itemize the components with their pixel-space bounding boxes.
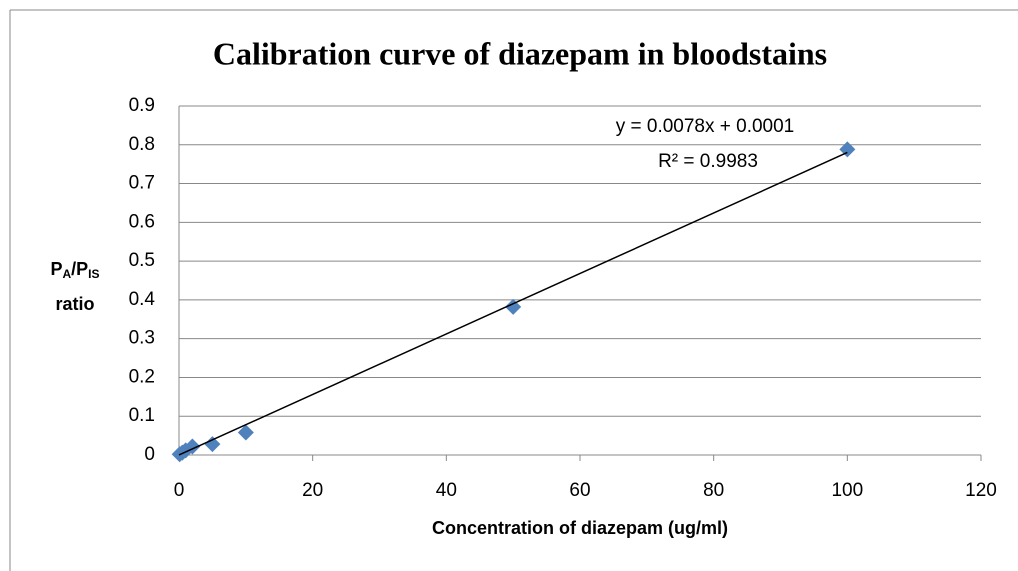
r-squared: R² = 0.9983 [658, 151, 758, 172]
y-tick-label: 0.5 [129, 250, 155, 271]
marker [237, 424, 254, 441]
marker [839, 141, 856, 158]
y-tick-label: 0.2 [129, 366, 155, 387]
y-axis-label-part: A [62, 267, 71, 281]
x-tick-label: 100 [831, 480, 863, 501]
trendline-equation: y = 0.0078x + 0.0001 [616, 116, 795, 137]
x-axis-label: Concentration of diazepam (ug/ml) [432, 518, 728, 538]
y-axis-label-part: ratio [55, 294, 94, 314]
y-tick-label: 0 [144, 444, 155, 465]
y-tick-label: 0.8 [129, 134, 155, 155]
marker [505, 298, 522, 315]
marker [204, 436, 221, 453]
x-tick-label: 20 [302, 480, 323, 501]
x-tick-label: 60 [569, 480, 590, 501]
chart-title: Calibration curve of diazepam in bloodst… [213, 35, 827, 71]
x-tick-label: 120 [965, 480, 997, 501]
x-tick-label: 0 [174, 480, 185, 501]
y-tick-label: 0.6 [129, 211, 155, 232]
y-axis-label-part: IS [88, 267, 99, 281]
x-tick-label: 40 [436, 480, 457, 501]
y-tick-label: 0.7 [129, 173, 155, 194]
trendline [178, 151, 848, 456]
y-tick-label: 0.3 [129, 328, 155, 349]
y-axis-label: PA/PIS ratio [50, 259, 99, 314]
y-tick-label: 0.4 [129, 289, 156, 310]
y-tick-label: 0.1 [129, 405, 155, 426]
x-tick-label: 80 [703, 480, 724, 501]
y-axis-label-part: /P [71, 259, 88, 279]
y-axis-label-part: P [50, 259, 62, 279]
y-tick-label: 0.9 [129, 95, 155, 116]
